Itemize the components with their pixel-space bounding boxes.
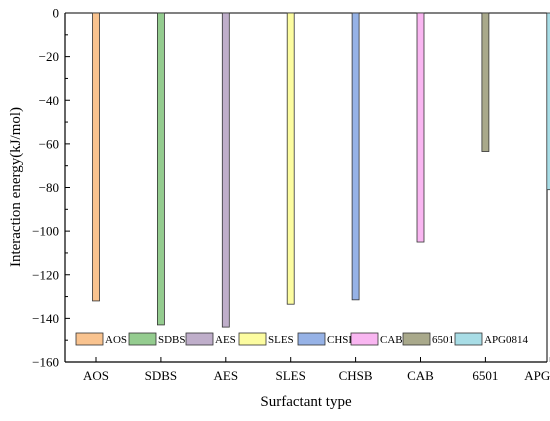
legend-swatch bbox=[402, 332, 431, 346]
bar-aes bbox=[221, 12, 230, 328]
x-tick-label: SLES bbox=[276, 368, 306, 383]
legend-swatch bbox=[75, 332, 104, 346]
bar-6501 bbox=[481, 12, 490, 152]
bars bbox=[92, 12, 550, 328]
y-axis-title: Interaction energy(kJ/mol) bbox=[8, 107, 24, 267]
legend-label: CHSB bbox=[327, 334, 356, 346]
legend: AOS SDBS AES SLES CHSB CAB 6501 APG0814 bbox=[68, 330, 538, 350]
y-tick-label: −20 bbox=[39, 49, 59, 64]
y-tick-label: −160 bbox=[32, 355, 59, 370]
y-tick-label: 0 bbox=[53, 6, 60, 21]
x-axis-title: Surfactant type bbox=[260, 394, 352, 410]
legend-swatch bbox=[454, 332, 483, 346]
legend-label: APG0814 bbox=[484, 334, 529, 346]
y-tick-label: −80 bbox=[39, 180, 59, 195]
y-tick-label: −140 bbox=[32, 311, 59, 326]
bar-apg0814 bbox=[546, 12, 550, 191]
bar-sdbs bbox=[156, 12, 165, 326]
y-tick-label: −100 bbox=[32, 224, 59, 239]
legend-label: SLES bbox=[268, 334, 294, 346]
plot-frame bbox=[64, 12, 548, 363]
x-tick-label: CHSB bbox=[339, 368, 373, 383]
bar-sles bbox=[286, 12, 295, 305]
legend-swatch bbox=[185, 332, 214, 346]
x-tick-label: CAB bbox=[407, 368, 434, 383]
legend-label: CAB bbox=[380, 334, 403, 346]
y-axis-ticks: 0 −20 −40 −60 −80 −100 −120 −140 −160 bbox=[32, 6, 70, 370]
x-tick-label: AES bbox=[214, 368, 239, 383]
legend-swatch bbox=[297, 332, 326, 346]
y-tick-label: −40 bbox=[39, 93, 59, 108]
x-axis-ticks: AOS SDBS AES SLES CHSB CAB 6501 APG0814 bbox=[83, 357, 550, 383]
y-tick-label: −120 bbox=[32, 267, 59, 282]
legend-swatch bbox=[238, 332, 267, 346]
legend-swatch bbox=[128, 332, 157, 346]
legend-label: 6501 bbox=[432, 334, 454, 346]
legend-label: AES bbox=[215, 334, 236, 346]
legend-label: AOS bbox=[105, 334, 127, 346]
bar-chsb bbox=[351, 12, 360, 301]
x-tick-label: APG0814 bbox=[524, 368, 550, 383]
x-tick-label: SDBS bbox=[145, 368, 178, 383]
legend-swatch bbox=[350, 332, 379, 346]
x-tick-label: AOS bbox=[83, 368, 109, 383]
legend-label: SDBS bbox=[158, 334, 186, 346]
bar-aos bbox=[92, 12, 100, 302]
bar-cab bbox=[416, 12, 425, 243]
x-tick-label: 6501 bbox=[472, 368, 498, 383]
y-tick-label: −60 bbox=[39, 136, 59, 151]
